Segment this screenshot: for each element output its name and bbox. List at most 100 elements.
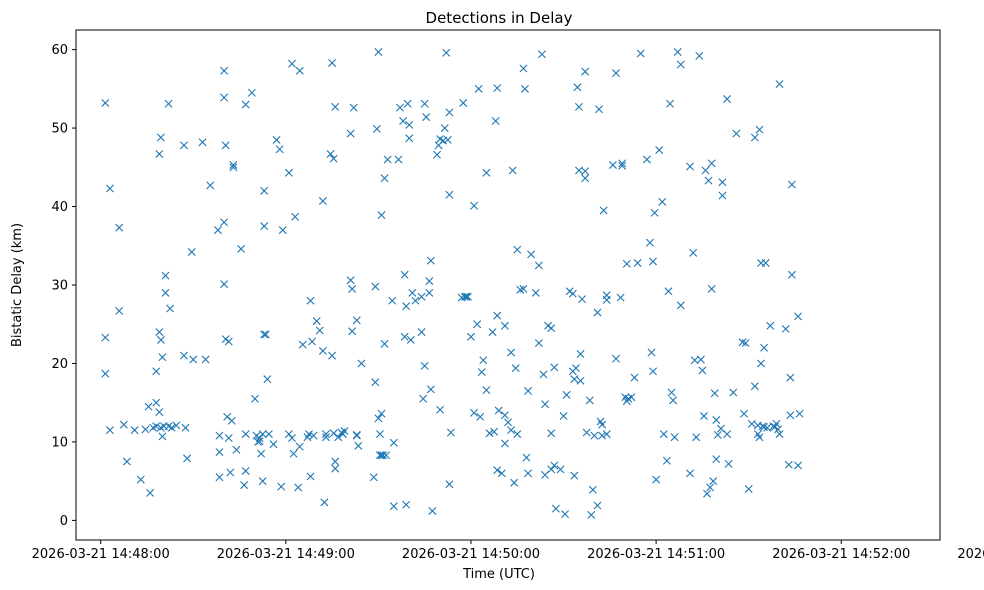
data-point xyxy=(382,451,391,460)
y-tick-label: 10 xyxy=(51,435,68,450)
data-point xyxy=(676,301,685,310)
data-point xyxy=(723,95,732,104)
data-point xyxy=(288,434,296,442)
data-point xyxy=(595,105,604,114)
data-point xyxy=(406,335,415,344)
data-point xyxy=(541,400,550,409)
data-point xyxy=(587,510,596,519)
data-point xyxy=(167,423,176,432)
data-point xyxy=(158,432,167,441)
data-point xyxy=(534,261,543,270)
data-point xyxy=(269,440,278,449)
data-point xyxy=(155,328,164,337)
data-point xyxy=(136,475,145,484)
data-point xyxy=(306,296,315,305)
data-point xyxy=(346,276,355,285)
data-point xyxy=(331,102,340,111)
data-point xyxy=(479,356,488,365)
data-point xyxy=(122,457,131,466)
data-point xyxy=(695,51,704,60)
data-point xyxy=(105,426,114,435)
y-axis-label: Bistatic Delay (km) xyxy=(10,223,25,347)
data-point xyxy=(306,472,315,481)
data-point xyxy=(260,186,269,195)
data-point xyxy=(488,328,497,337)
data-point xyxy=(241,466,250,475)
data-point xyxy=(284,168,293,177)
data-point xyxy=(309,431,318,440)
data-point xyxy=(760,423,769,432)
data-point xyxy=(369,473,378,482)
data-point xyxy=(618,159,627,168)
data-point xyxy=(477,368,486,377)
data-point xyxy=(400,270,409,279)
data-point xyxy=(220,280,229,289)
data-point xyxy=(374,47,383,56)
data-point xyxy=(581,67,590,76)
data-point xyxy=(598,420,607,429)
data-point xyxy=(183,454,192,463)
data-point xyxy=(294,483,303,492)
data-point xyxy=(445,108,454,117)
data-point xyxy=(667,388,676,397)
data-point xyxy=(304,430,313,439)
data-point xyxy=(357,359,366,368)
data-point xyxy=(152,367,161,376)
data-point xyxy=(497,469,506,478)
data-point xyxy=(562,390,571,399)
data-point xyxy=(658,197,667,206)
data-point xyxy=(180,141,188,150)
data-point xyxy=(220,66,229,75)
data-point xyxy=(318,197,327,206)
data-point xyxy=(775,430,784,439)
data-point xyxy=(389,438,398,447)
data-point xyxy=(241,430,250,439)
data-point xyxy=(380,339,389,348)
data-point xyxy=(272,135,281,144)
data-point xyxy=(547,429,556,438)
data-point xyxy=(198,138,207,147)
data-point xyxy=(232,445,241,454)
data-point xyxy=(295,66,304,75)
x-tick-label: 2026-03-21 14:51:00 xyxy=(587,547,725,562)
data-point xyxy=(633,259,642,268)
data-point xyxy=(383,155,392,164)
data-point xyxy=(504,418,512,427)
data-point xyxy=(750,382,759,391)
data-point xyxy=(718,178,727,187)
data-point xyxy=(612,69,620,78)
data-point xyxy=(655,146,664,155)
y-tick-label: 40 xyxy=(51,200,68,215)
data-point xyxy=(164,99,173,108)
data-point xyxy=(377,409,386,418)
data-point xyxy=(476,412,485,421)
data-point xyxy=(388,296,397,305)
data-point xyxy=(156,133,165,142)
data-point xyxy=(571,364,580,373)
data-point xyxy=(561,510,570,519)
data-point xyxy=(732,129,741,138)
data-point xyxy=(627,393,636,402)
data-point xyxy=(396,103,404,112)
data-point xyxy=(426,256,435,265)
data-point xyxy=(224,337,233,346)
data-point xyxy=(389,502,398,511)
data-point xyxy=(686,469,695,478)
data-point xyxy=(227,416,236,425)
data-point xyxy=(775,80,784,89)
data-point xyxy=(766,321,775,330)
data-point xyxy=(331,464,340,473)
data-point xyxy=(491,117,500,126)
data-point xyxy=(417,292,426,301)
data-point xyxy=(602,430,611,439)
data-point xyxy=(470,408,479,417)
data-point xyxy=(101,369,110,378)
data-point xyxy=(320,498,329,507)
data-point xyxy=(375,451,384,460)
data-point xyxy=(522,453,531,462)
data-point xyxy=(602,295,611,304)
data-point xyxy=(507,348,516,357)
data-point xyxy=(275,145,284,154)
data-point xyxy=(493,84,502,93)
